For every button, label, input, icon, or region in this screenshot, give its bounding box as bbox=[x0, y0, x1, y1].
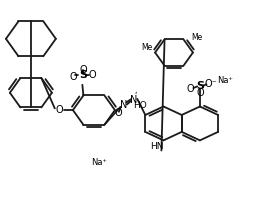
Text: O: O bbox=[70, 72, 77, 82]
Text: O: O bbox=[55, 105, 63, 115]
Text: Me: Me bbox=[191, 33, 202, 42]
Text: N: N bbox=[120, 101, 127, 111]
Text: O: O bbox=[88, 70, 96, 80]
Text: S: S bbox=[196, 81, 204, 91]
Text: Na⁺: Na⁺ bbox=[91, 158, 107, 167]
Text: HN: HN bbox=[150, 142, 164, 151]
Text: S: S bbox=[79, 70, 87, 80]
Text: HO: HO bbox=[133, 101, 147, 110]
Text: Na⁺: Na⁺ bbox=[217, 76, 233, 85]
Text: O: O bbox=[79, 65, 87, 75]
Text: O: O bbox=[186, 84, 194, 94]
Text: O: O bbox=[196, 88, 204, 98]
Text: N: N bbox=[130, 95, 138, 105]
Text: ʹ: ʹ bbox=[134, 92, 137, 101]
Text: Me: Me bbox=[141, 43, 153, 52]
Text: O⁻: O⁻ bbox=[204, 79, 217, 89]
Text: O: O bbox=[115, 108, 122, 118]
